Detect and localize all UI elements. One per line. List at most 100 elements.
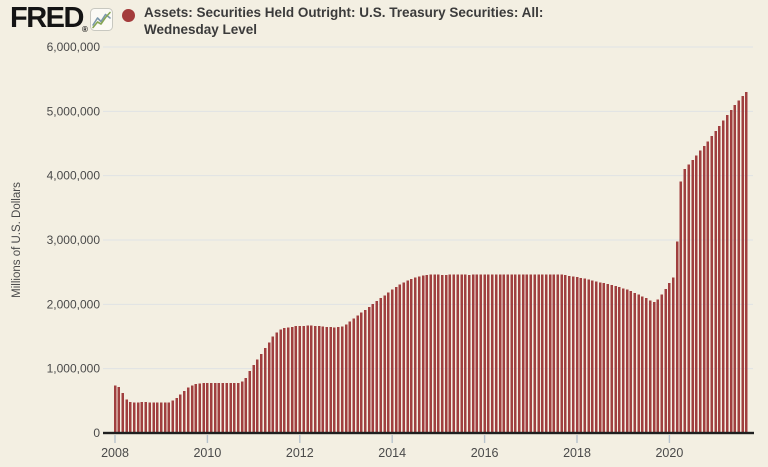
bar[interactable] [275, 332, 278, 433]
bar[interactable] [614, 286, 617, 433]
bar[interactable] [498, 274, 502, 433]
bar[interactable] [387, 292, 390, 433]
bar[interactable] [741, 96, 744, 434]
bar[interactable] [217, 383, 221, 433]
bar[interactable] [571, 276, 575, 433]
bar[interactable] [390, 289, 394, 433]
bar[interactable] [448, 274, 452, 433]
bar[interactable] [702, 146, 706, 433]
bar[interactable] [568, 275, 571, 433]
bar[interactable] [595, 281, 598, 433]
bar[interactable] [475, 274, 479, 433]
bar[interactable] [598, 282, 602, 433]
bar[interactable] [425, 274, 429, 433]
bar[interactable] [313, 325, 317, 433]
bar[interactable] [452, 274, 456, 433]
bar[interactable] [602, 283, 606, 433]
bar[interactable] [660, 294, 663, 433]
bar[interactable] [133, 402, 136, 433]
bar[interactable] [698, 150, 702, 433]
bar[interactable] [121, 393, 124, 433]
bar[interactable] [148, 402, 151, 433]
bar[interactable] [441, 274, 444, 433]
bar[interactable] [136, 402, 140, 433]
bar[interactable] [125, 399, 128, 433]
bar[interactable] [745, 92, 748, 433]
bar[interactable] [722, 120, 725, 433]
bar[interactable] [302, 325, 305, 433]
bar[interactable] [464, 274, 467, 433]
bar[interactable] [213, 383, 217, 433]
bar[interactable] [664, 288, 667, 433]
bar[interactable] [491, 274, 494, 433]
bar[interactable] [163, 402, 167, 433]
bar[interactable] [656, 299, 660, 433]
bar[interactable] [537, 274, 540, 433]
bar[interactable] [202, 383, 205, 433]
bar[interactable] [687, 164, 690, 434]
bar[interactable] [252, 365, 255, 433]
bar[interactable] [267, 342, 271, 433]
bar[interactable] [152, 402, 155, 433]
bar[interactable] [379, 298, 382, 433]
bar[interactable] [414, 277, 417, 433]
bar[interactable] [606, 284, 610, 433]
bar[interactable] [371, 304, 375, 433]
bar[interactable] [560, 274, 563, 433]
bar[interactable] [375, 301, 379, 433]
bar[interactable] [306, 325, 309, 433]
bar[interactable] [240, 381, 244, 433]
bar[interactable] [367, 306, 371, 433]
bar[interactable] [117, 387, 121, 433]
bar[interactable] [529, 274, 533, 433]
bar[interactable] [183, 390, 186, 433]
bar[interactable] [718, 125, 721, 433]
bar[interactable] [271, 336, 275, 434]
bar[interactable] [637, 294, 640, 433]
bar[interactable] [175, 397, 178, 433]
bar[interactable] [140, 402, 144, 433]
bar[interactable] [668, 283, 671, 433]
bar[interactable] [645, 298, 648, 433]
bar[interactable] [641, 296, 644, 433]
bar[interactable] [672, 277, 675, 433]
bar[interactable] [552, 274, 556, 433]
bar[interactable] [263, 348, 267, 433]
bar[interactable] [633, 292, 637, 433]
bar[interactable] [621, 288, 625, 433]
bar[interactable] [244, 378, 248, 433]
bar[interactable] [583, 278, 586, 433]
bar[interactable] [186, 387, 190, 433]
bar[interactable] [221, 383, 225, 433]
bar[interactable] [417, 276, 421, 433]
bar[interactable] [198, 383, 201, 433]
bar[interactable] [525, 274, 529, 433]
bar[interactable] [510, 274, 513, 433]
bar[interactable] [260, 353, 263, 433]
bar[interactable] [248, 371, 252, 433]
bar[interactable] [410, 278, 413, 433]
bar[interactable] [283, 328, 286, 433]
bar[interactable] [236, 382, 240, 433]
bar[interactable] [610, 285, 613, 433]
bar[interactable] [514, 274, 517, 433]
bar[interactable] [648, 300, 652, 433]
bar[interactable] [675, 241, 679, 433]
bar[interactable] [171, 400, 175, 433]
bar[interactable] [256, 359, 259, 433]
bar[interactable] [437, 274, 440, 433]
bar[interactable] [479, 274, 483, 433]
bar[interactable] [487, 274, 490, 433]
bar[interactable] [113, 385, 117, 433]
bar[interactable] [206, 383, 209, 433]
bar[interactable] [310, 325, 313, 433]
bar[interactable] [337, 326, 340, 433]
bar[interactable] [233, 383, 236, 433]
bar[interactable] [494, 274, 498, 433]
bar[interactable] [287, 327, 290, 433]
bar[interactable] [294, 326, 298, 433]
bar[interactable] [360, 312, 363, 433]
bar[interactable] [398, 284, 402, 433]
bar[interactable] [460, 274, 463, 433]
bar[interactable] [156, 402, 159, 433]
